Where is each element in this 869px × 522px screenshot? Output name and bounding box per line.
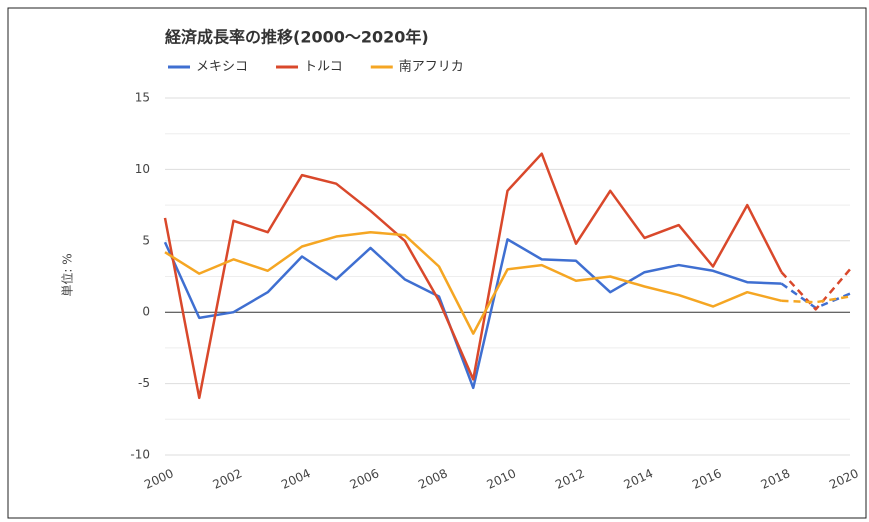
y-tick-label: -5 (138, 376, 150, 390)
line-dashed (781, 295, 851, 304)
x-tick-label: 2008 (416, 466, 450, 492)
x-tick-label: 2010 (485, 466, 519, 492)
y-tick-label: 10 (135, 162, 150, 176)
x-tick-label: 2000 (142, 466, 176, 492)
y-tick-label: -10 (130, 448, 150, 462)
legend-label: トルコ (304, 60, 343, 75)
legend-label: 南アフリカ (399, 59, 464, 75)
frame (7, 7, 867, 519)
y-axis-label: 単位: % (60, 253, 75, 296)
line (164, 230, 782, 335)
x-tick-label: 2014 (622, 466, 656, 492)
x-tick-label: 2006 (348, 466, 382, 492)
chart-title: 経済成長率の推移(2000～2020年) (165, 28, 429, 47)
y-tick-label: 5 (142, 233, 150, 247)
y-tick-label: 15 (135, 91, 150, 105)
x-tick-label: 2012 (553, 466, 587, 492)
line (163, 152, 783, 400)
x-tick-label: 2002 (211, 466, 245, 492)
x-tick-label: 2018 (759, 466, 793, 492)
x-tick-label: 2004 (279, 466, 313, 492)
y-tick-label: 0 (142, 305, 150, 319)
line (163, 238, 782, 390)
x-tick-label: 2016 (690, 466, 724, 492)
x-tick-label: 2020 (827, 466, 861, 492)
legend-label: メキシコ (196, 60, 248, 75)
line-dashed (780, 282, 851, 310)
line-dashed (780, 268, 851, 311)
